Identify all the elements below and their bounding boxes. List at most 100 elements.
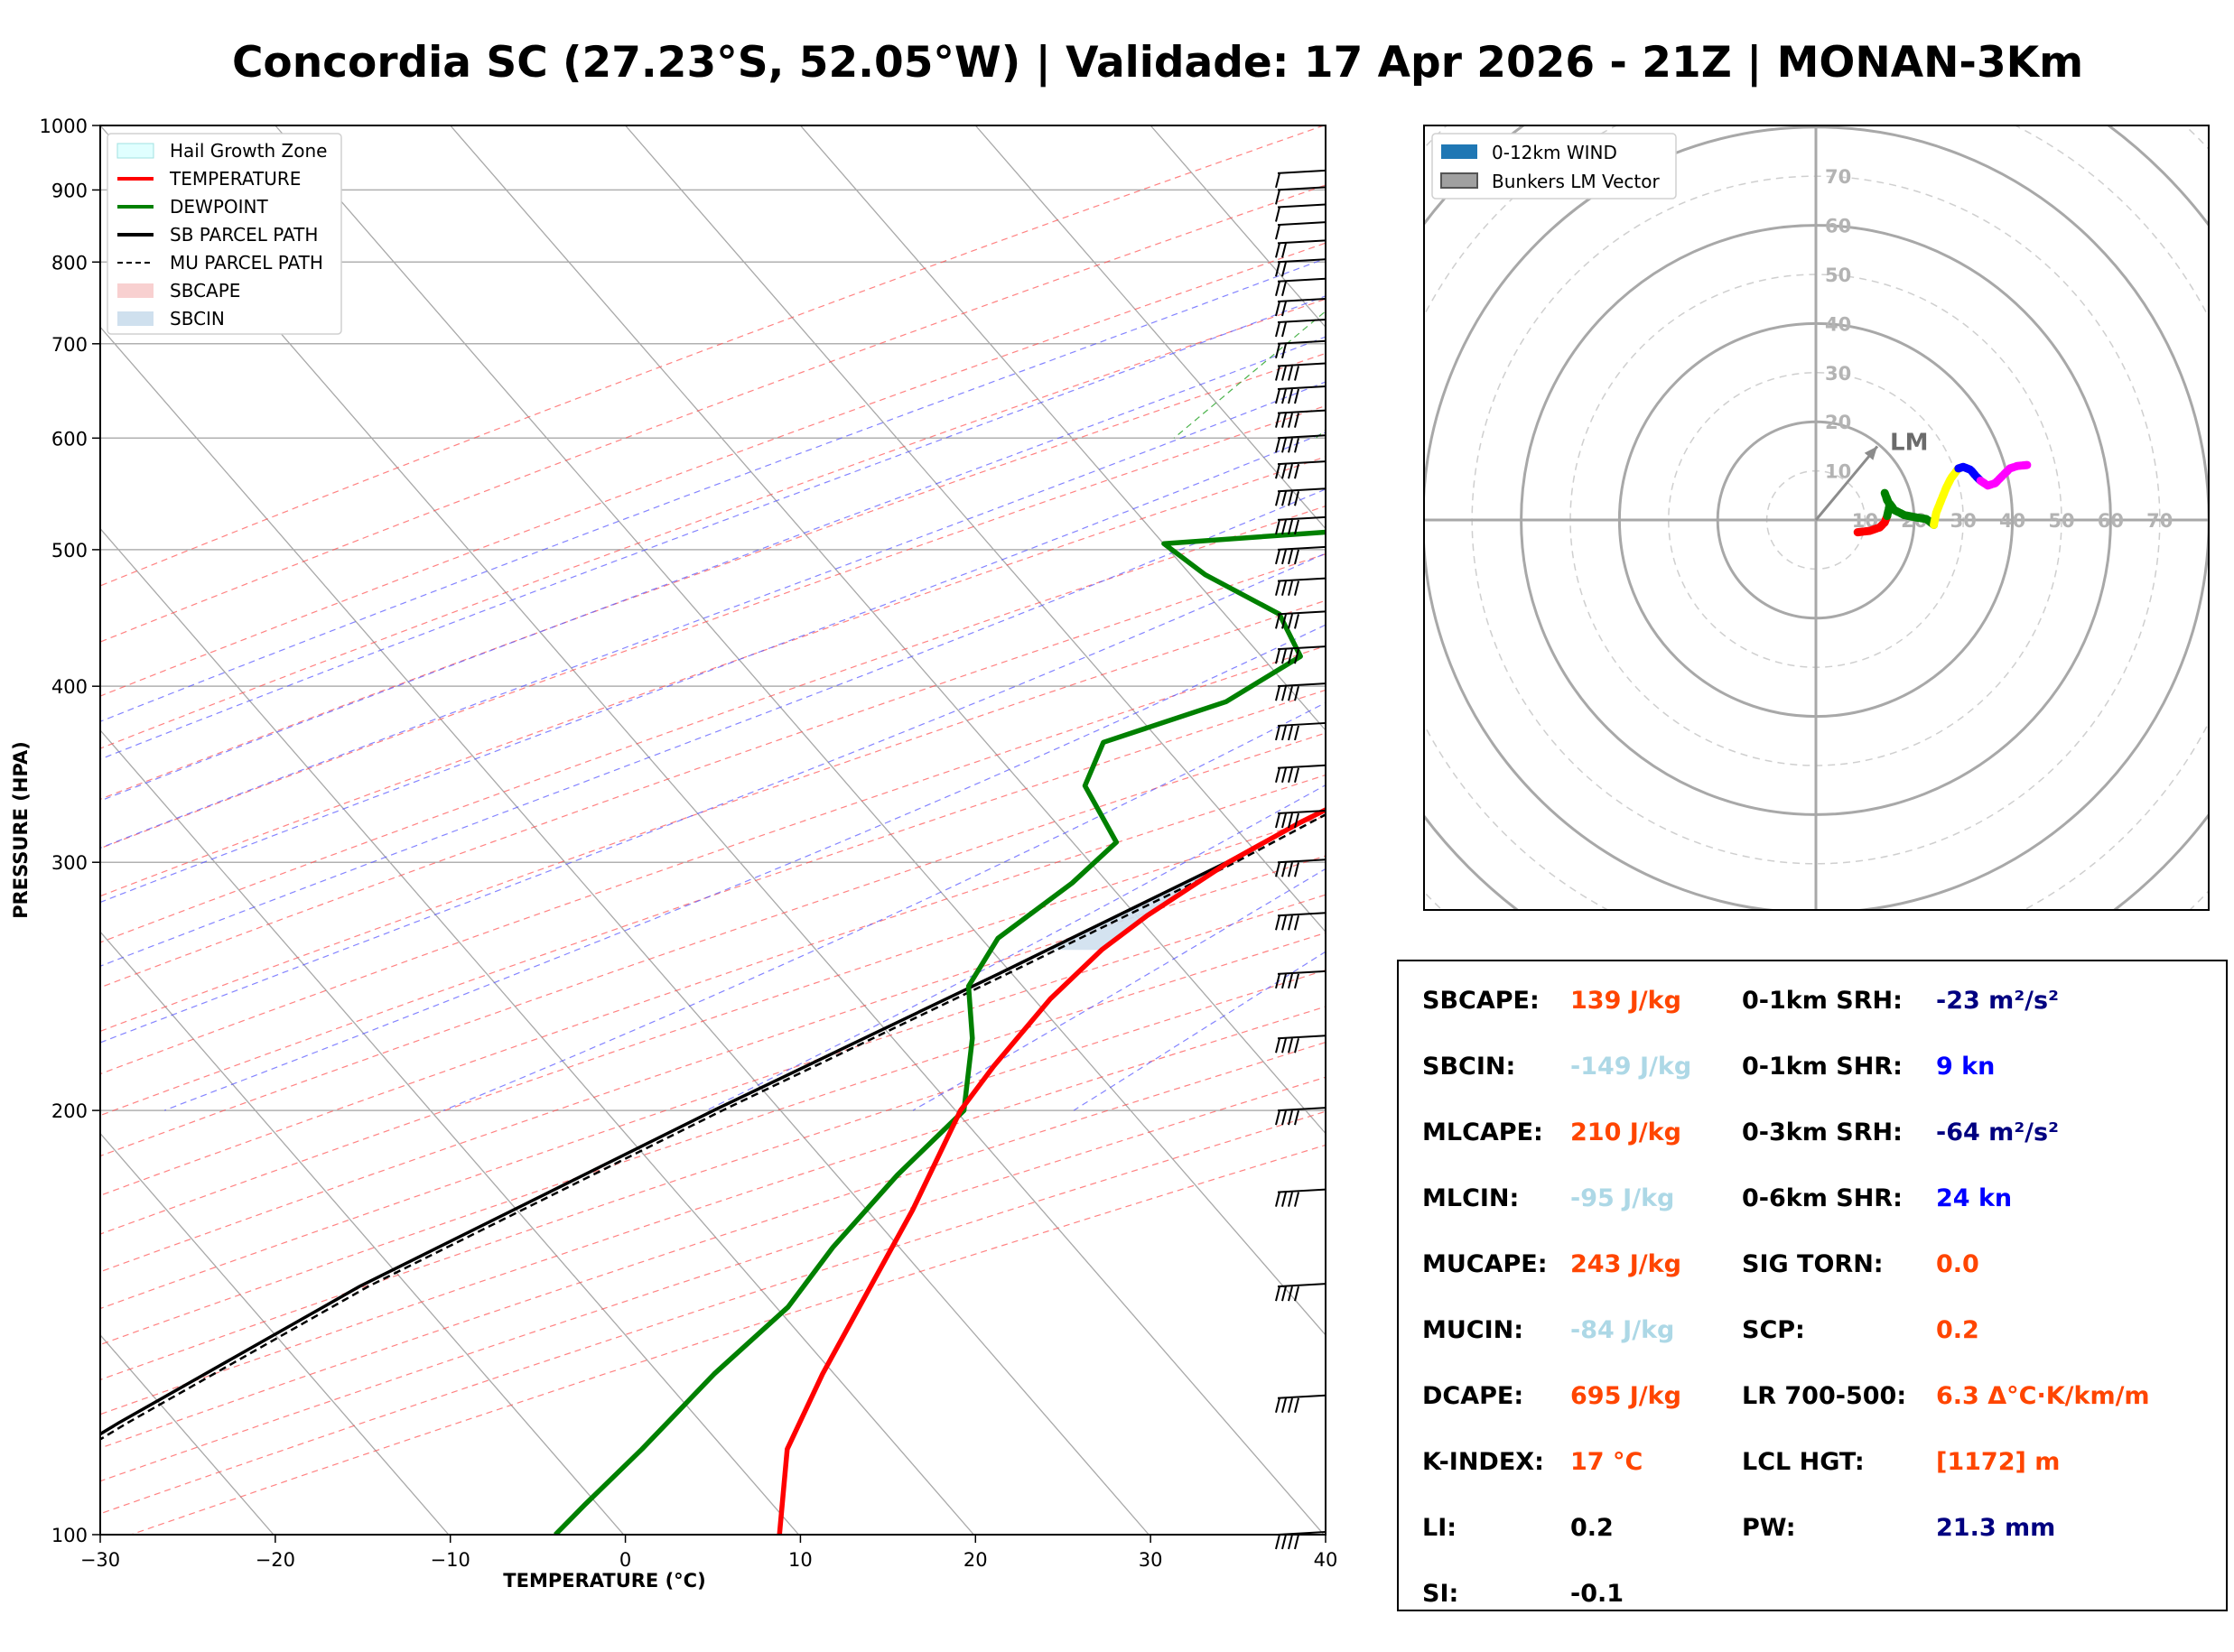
dry-adiabat (100, 970, 1326, 1381)
barb-flag (1288, 549, 1293, 565)
barb-flag (1275, 812, 1280, 829)
barb-staff (1277, 319, 1326, 324)
wind-barb (1275, 169, 1326, 189)
barb-flag (1288, 1397, 1293, 1413)
y-tick-label: 100 (51, 1525, 88, 1546)
barb-flag (1275, 190, 1280, 205)
wind-barb (1275, 970, 1326, 989)
barb-flag (1281, 812, 1287, 829)
wind-barbs (1275, 169, 1326, 1550)
dry-adiabat (100, 404, 1326, 849)
legend-item-mu_parcel: MU PARCEL PATH (117, 252, 323, 274)
wind-barb (1275, 645, 1326, 664)
barb-flag (1275, 301, 1280, 317)
barb-flag (1288, 1285, 1293, 1302)
barb-staff (1277, 764, 1326, 769)
legend-label: Hail Growth Zone (170, 140, 327, 162)
hodograph-ring (1226, 0, 2234, 957)
barb-flag (1281, 491, 1287, 506)
hodograph-segment (1954, 462, 1985, 485)
barb-flag (1288, 388, 1293, 404)
x-tick-label: 20 (963, 1549, 988, 1571)
legend-item-sbcin: SBCIN (117, 308, 225, 329)
param-value: 9 kn (1936, 1053, 1996, 1081)
barb-staff (1277, 912, 1326, 917)
hodograph-frame (1423, 125, 2210, 911)
barb-flag (1294, 1397, 1299, 1413)
wind-barb (1275, 409, 1326, 428)
barb-flag (1275, 321, 1280, 338)
wind-barb (1275, 764, 1326, 783)
barb-flag (1288, 463, 1293, 479)
legend-item-dewpoint: DEWPOINT (117, 196, 268, 218)
x-axis-label: TEMPERATURE (°C) (503, 1570, 705, 1592)
barb-staff (1277, 1188, 1326, 1193)
barb-flag (1294, 767, 1299, 783)
barb-flag (1275, 207, 1280, 222)
ring-label-x: 60 (2098, 510, 2124, 532)
isotherm (100, 125, 1325, 1535)
param-label: MUCAPE: (1422, 1250, 1548, 1278)
barb-flag (1288, 366, 1293, 381)
barb-flag (1281, 914, 1287, 931)
barb-flag (1281, 413, 1287, 428)
page-title: Concordia SC (27.23°S, 52.05°W) | Valida… (231, 38, 2084, 88)
barb-staff (1277, 203, 1326, 209)
barb-flag (1275, 1285, 1280, 1302)
hodograph-ring (1424, 125, 2209, 910)
ring-label-y: 20 (1825, 412, 1851, 433)
barb-staff (1277, 362, 1326, 367)
x-tick-label: 30 (1139, 1549, 1163, 1571)
barb-staff (1277, 1283, 1326, 1288)
barb-flag (1275, 172, 1280, 189)
param-label: MLCAPE: (1422, 1118, 1543, 1146)
barb-flag (1281, 1534, 1287, 1550)
param-value: 0.0 (1936, 1250, 1979, 1278)
dry-adiabat (100, 932, 1326, 1346)
legend-swatch (117, 283, 154, 298)
barb-flag (1275, 413, 1280, 428)
param-label: K-INDEX: (1422, 1448, 1544, 1476)
barb-staff (1277, 858, 1326, 864)
barb-staff (1277, 682, 1326, 688)
isotherm (100, 1132, 450, 1535)
legend-label: 0-12km WIND (1492, 142, 1617, 163)
barb-flag (1275, 580, 1280, 596)
legend-item-sb_parcel: SB PARCEL PATH (117, 224, 318, 246)
x-tick-label: −30 (80, 1549, 120, 1571)
dry-adiabat (100, 689, 1326, 1117)
barb-flag (1281, 463, 1287, 479)
skew-t-frame (99, 125, 1326, 1536)
barb-flag (1281, 725, 1287, 741)
wind-barb (1275, 385, 1326, 404)
barb-flag (1275, 343, 1280, 359)
wind-barb (1275, 298, 1326, 317)
barb-flag (1275, 767, 1280, 783)
barb-flag (1281, 973, 1287, 989)
legend-box (107, 133, 342, 335)
wind-barb (1275, 258, 1326, 277)
y-tick-label: 700 (51, 334, 88, 356)
y-tick-label: 900 (51, 180, 88, 201)
barb-flag (1288, 648, 1293, 664)
ring-label-x: 70 (2146, 510, 2173, 532)
barb-flag (1294, 1285, 1299, 1302)
parameters-panel: SBCAPE: 139 J/kg SBCIN: -149 J/kg MLCAPE: 210… (1397, 960, 2228, 1611)
ring-label-y: 60 (1825, 216, 1851, 237)
wind-barb (1275, 610, 1326, 629)
legend-item-bunkers: Bunkers LM Vector (1440, 171, 1661, 192)
legend-swatch (117, 311, 154, 326)
barb-flag (1281, 1109, 1287, 1126)
param-value: 0.2 (1570, 1514, 1614, 1542)
barb-flag (1281, 648, 1287, 664)
moist-adiabat (100, 552, 1326, 1044)
param-label: LR 700-500: (1742, 1382, 1907, 1410)
legend-label: MU PARCEL PATH (170, 252, 323, 274)
barb-flag (1288, 767, 1293, 783)
ring-label-y: 70 (1825, 166, 1851, 188)
barb-flag (1275, 491, 1280, 506)
barb-flag (1281, 438, 1287, 453)
barb-flag (1288, 914, 1293, 931)
skew-t-chart: −30 −20 −10 0 10 20 30 40 100 200 300 400 500 600 700 8… (10, 116, 1337, 1592)
hodograph-segment (1853, 512, 1892, 537)
